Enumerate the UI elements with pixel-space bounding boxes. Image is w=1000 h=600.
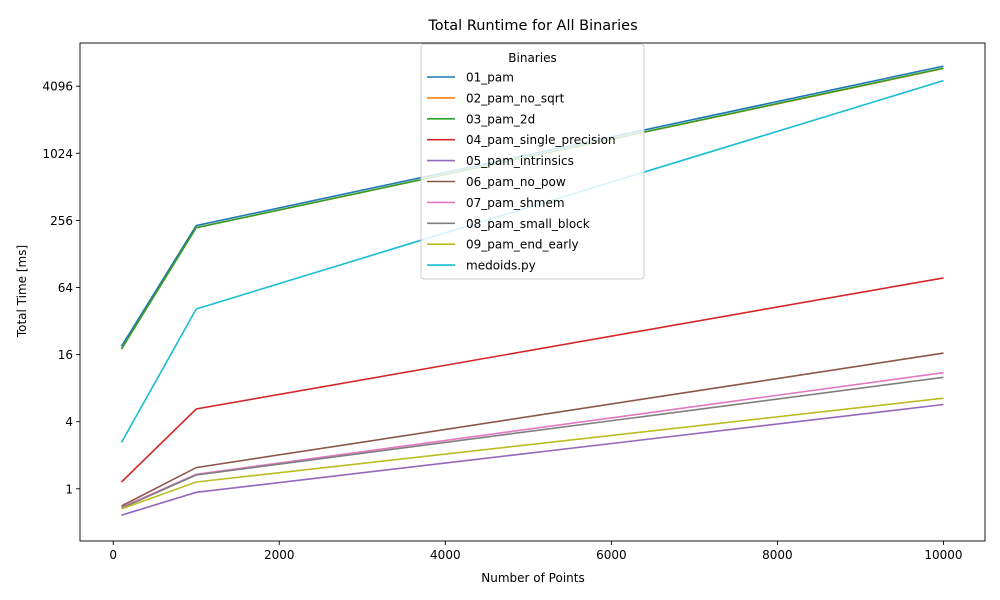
y-axis-label: Total Time [ms] bbox=[15, 245, 29, 338]
x-tick-label-4: 8000 bbox=[762, 548, 793, 562]
x-tick-label-1: 2000 bbox=[264, 548, 295, 562]
x-tick-label-3: 6000 bbox=[596, 548, 627, 562]
x-tick-label-5: 10000 bbox=[924, 548, 962, 562]
series-line-3 bbox=[120, 277, 944, 483]
legend-label-7: 08_pam_small_block bbox=[466, 217, 590, 231]
y-tick-label-4: 256 bbox=[50, 214, 73, 228]
y-tick-label-1: 4 bbox=[65, 415, 73, 429]
series-line-9 bbox=[120, 79, 944, 443]
legend-label-2: 03_pam_2d bbox=[466, 112, 535, 126]
legend-label-6: 07_pam_shmem bbox=[466, 196, 565, 210]
x-tick-label-0: 0 bbox=[109, 548, 117, 562]
y-tick-label-5: 1024 bbox=[42, 147, 73, 161]
x-tick-label-2: 4000 bbox=[430, 548, 461, 562]
series-line-4 bbox=[121, 403, 944, 516]
x-axis-label: Number of Points bbox=[481, 571, 584, 585]
legend-label-4: 05_pam_intrinsics bbox=[466, 154, 574, 168]
y-tick-label-2: 16 bbox=[58, 348, 73, 362]
legend-label-1: 02_pam_no_sqrt bbox=[466, 91, 565, 105]
legend-label-0: 01_pam bbox=[466, 71, 514, 85]
y-tick-label-3: 64 bbox=[58, 281, 73, 295]
legend-box bbox=[420, 43, 645, 280]
series-line-5 bbox=[121, 352, 944, 507]
legend-title: Binaries bbox=[508, 51, 556, 65]
legend-label-8: 09_pam_end_early bbox=[466, 238, 579, 252]
legend-label-9: medoids.py bbox=[466, 259, 536, 273]
plot-area: 0 2000 4000 6000 8000 10000 1 4 16 64 256 1024 4096 B… bbox=[42, 42, 986, 562]
legend-label-3: 04_pam_single_precision bbox=[466, 133, 616, 147]
series-line-2 bbox=[120, 67, 944, 350]
legend-label-5: 06_pam_no_pow bbox=[466, 175, 566, 189]
series-line-0 bbox=[120, 65, 944, 347]
chart-title: Total Runtime for All Binaries bbox=[427, 18, 637, 34]
y-tick-label-0: 1 bbox=[65, 482, 73, 496]
series-line-8 bbox=[121, 397, 944, 510]
series-line-7 bbox=[121, 376, 944, 509]
y-tick-label-6: 4096 bbox=[42, 80, 73, 94]
axes-frame bbox=[79, 42, 986, 542]
